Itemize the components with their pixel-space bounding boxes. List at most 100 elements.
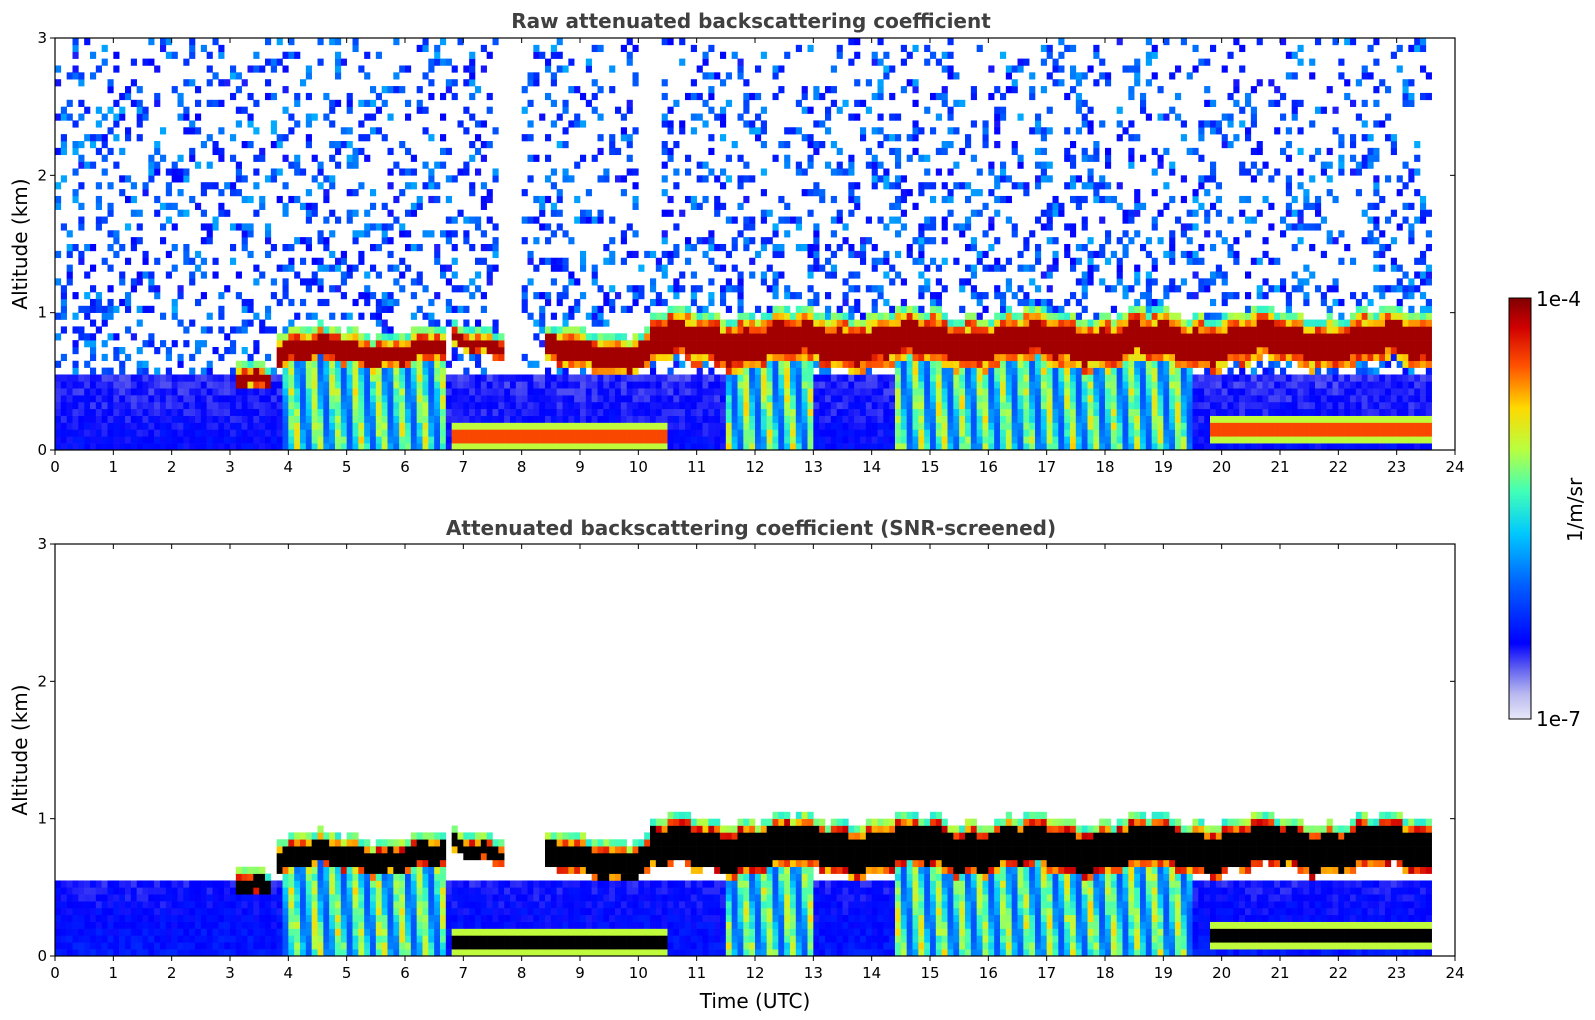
heatmap-cell <box>580 374 587 382</box>
heatmap-cell <box>300 278 307 286</box>
heatmap-cell <box>1093 147 1100 156</box>
heatmap-cell <box>1000 51 1007 59</box>
heatmap-cell <box>959 443 966 451</box>
heatmap-cell <box>819 120 826 128</box>
heatmap-cell <box>311 353 318 362</box>
heatmap-cell <box>889 182 896 190</box>
heatmap-cell <box>1081 374 1088 382</box>
heatmap-cell <box>737 326 744 334</box>
heatmap-cell <box>959 182 966 190</box>
heatmap-cell <box>626 168 633 176</box>
heatmap-cell <box>1087 250 1094 259</box>
heatmap-cell <box>895 161 902 169</box>
heatmap-cell <box>970 422 977 430</box>
heatmap-cell <box>323 422 330 430</box>
heatmap-cell <box>136 223 143 231</box>
heatmap-cell <box>591 154 598 162</box>
heatmap-cell <box>795 340 802 348</box>
heatmap-cell <box>912 305 919 313</box>
heatmap-cell <box>545 395 552 403</box>
heatmap-cell <box>1070 72 1077 80</box>
heatmap-cell <box>912 326 919 334</box>
heatmap-cell <box>574 161 581 169</box>
heatmap-cell <box>737 347 744 355</box>
heatmap-cell <box>930 127 937 135</box>
heatmap-cell <box>428 168 435 176</box>
heatmap-cell <box>970 271 977 279</box>
heatmap-cell <box>253 51 260 59</box>
heatmap-cell <box>935 415 942 423</box>
heatmap-cell <box>428 395 435 403</box>
heatmap-cell <box>825 443 832 451</box>
heatmap-cell <box>848 367 855 375</box>
heatmap-cell <box>1099 436 1106 444</box>
heatmap-cell <box>60 175 67 183</box>
heatmap-cell <box>743 79 750 87</box>
heatmap-cell <box>906 312 913 320</box>
heatmap-cell <box>842 333 849 341</box>
heatmap-cell <box>177 436 184 444</box>
heatmap-cell <box>189 408 196 416</box>
heatmap-cell <box>947 326 954 334</box>
heatmap-cell <box>533 51 540 59</box>
heatmap-cell <box>778 353 785 362</box>
heatmap-cell <box>370 374 377 382</box>
heatmap-cell <box>615 147 622 156</box>
heatmap-cell <box>241 298 248 307</box>
heatmap-cell <box>1029 422 1036 430</box>
heatmap-cell <box>393 429 400 437</box>
heatmap-cell <box>545 353 552 362</box>
heatmap-cell <box>562 374 569 382</box>
heatmap-cell <box>953 333 960 341</box>
heatmap-cell <box>364 99 371 107</box>
heatmap-cell <box>696 408 703 416</box>
heatmap-cell <box>416 436 423 444</box>
heatmap-cell <box>784 292 791 300</box>
heatmap-cell <box>300 237 307 245</box>
heatmap-cell <box>95 305 102 313</box>
heatmap-cell <box>1075 72 1082 80</box>
heatmap-cell <box>230 182 237 190</box>
heatmap-cell <box>486 244 493 252</box>
heatmap-cell <box>615 429 622 437</box>
heatmap-cell <box>84 374 91 382</box>
heatmap-cell <box>731 347 738 355</box>
heatmap-cell <box>1075 395 1082 403</box>
heatmap-cell <box>445 408 452 416</box>
heatmap-cell <box>358 333 365 341</box>
heatmap-cell <box>930 367 937 375</box>
heatmap-cell <box>206 182 213 190</box>
heatmap-cell <box>737 381 744 389</box>
heatmap-cell <box>883 360 890 368</box>
heatmap-cell <box>959 415 966 423</box>
heatmap-cell <box>492 415 499 423</box>
heatmap-cell <box>200 141 207 149</box>
heatmap-cell <box>1081 422 1088 430</box>
heatmap-cell <box>731 264 738 272</box>
heatmap-cell <box>871 381 878 389</box>
heatmap-cell <box>265 415 272 423</box>
heatmap-cell <box>941 195 948 204</box>
heatmap-cell <box>690 340 697 348</box>
heatmap-cell <box>1093 415 1100 423</box>
heatmap-cell <box>463 168 470 176</box>
heatmap-cell <box>883 388 890 396</box>
heatmap-cell <box>749 257 756 265</box>
heatmap-cell <box>212 381 219 389</box>
heatmap-cell <box>125 408 132 416</box>
heatmap-cell <box>224 381 231 389</box>
heatmap-cell <box>743 237 750 245</box>
heatmap-cell <box>1046 333 1053 341</box>
heatmap-cell <box>679 340 686 348</box>
heatmap-cell <box>1070 429 1077 437</box>
heatmap-cell <box>451 429 458 437</box>
heatmap-cell <box>819 195 826 204</box>
heatmap-cell <box>206 395 213 403</box>
heatmap-cell <box>294 388 301 396</box>
heatmap-cell <box>632 374 639 382</box>
heatmap-cell <box>994 127 1001 135</box>
heatmap-cell <box>895 202 902 210</box>
heatmap-cell <box>515 422 522 430</box>
heatmap-cell <box>492 374 499 382</box>
heatmap-cell <box>1040 360 1047 368</box>
